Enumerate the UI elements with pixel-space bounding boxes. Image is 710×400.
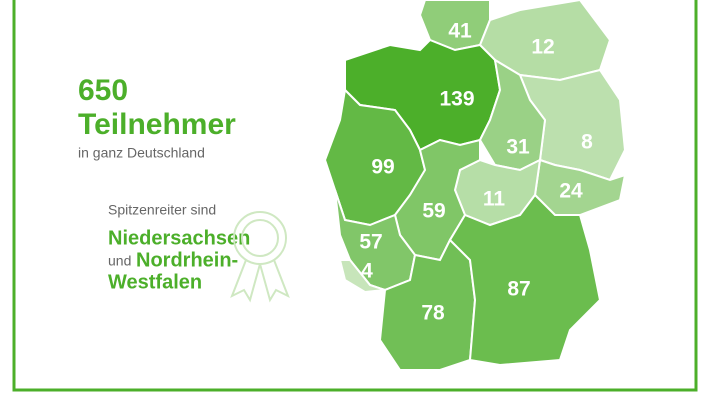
region-value: 99	[371, 156, 394, 179]
region-value: 59	[422, 200, 445, 223]
leader-intro: Spitzenreiter sind	[108, 202, 216, 218]
region-value: 31	[506, 136, 530, 159]
participant-label: Teilnehmer	[78, 108, 236, 141]
germany-map: 41 12 139 8 31 99 24 11 59 57 4 78 87	[323, 0, 627, 371]
participant-count: 650	[78, 74, 128, 107]
leader-second: Nordrhein-	[136, 249, 238, 271]
leader-second: Westfalen	[108, 271, 202, 293]
region	[378, 238, 477, 371]
region	[448, 193, 602, 367]
region-value: 87	[507, 278, 530, 301]
rosette-icon	[230, 211, 290, 303]
region-value: 24	[559, 180, 583, 203]
region-value: 4	[361, 260, 373, 283]
region-value: 78	[421, 302, 445, 325]
leader-conjunction: und	[108, 253, 131, 269]
subtitle: in ganz Deutschland	[78, 145, 205, 161]
region-value: 12	[531, 36, 554, 59]
leader-first: Niedersachsen	[108, 227, 250, 249]
region-value: 11	[483, 188, 506, 211]
region-value: 57	[359, 231, 382, 254]
region-value: 41	[448, 20, 472, 43]
region-value: 8	[581, 131, 593, 154]
frame	[12, 0, 698, 392]
region-value: 139	[439, 88, 474, 111]
